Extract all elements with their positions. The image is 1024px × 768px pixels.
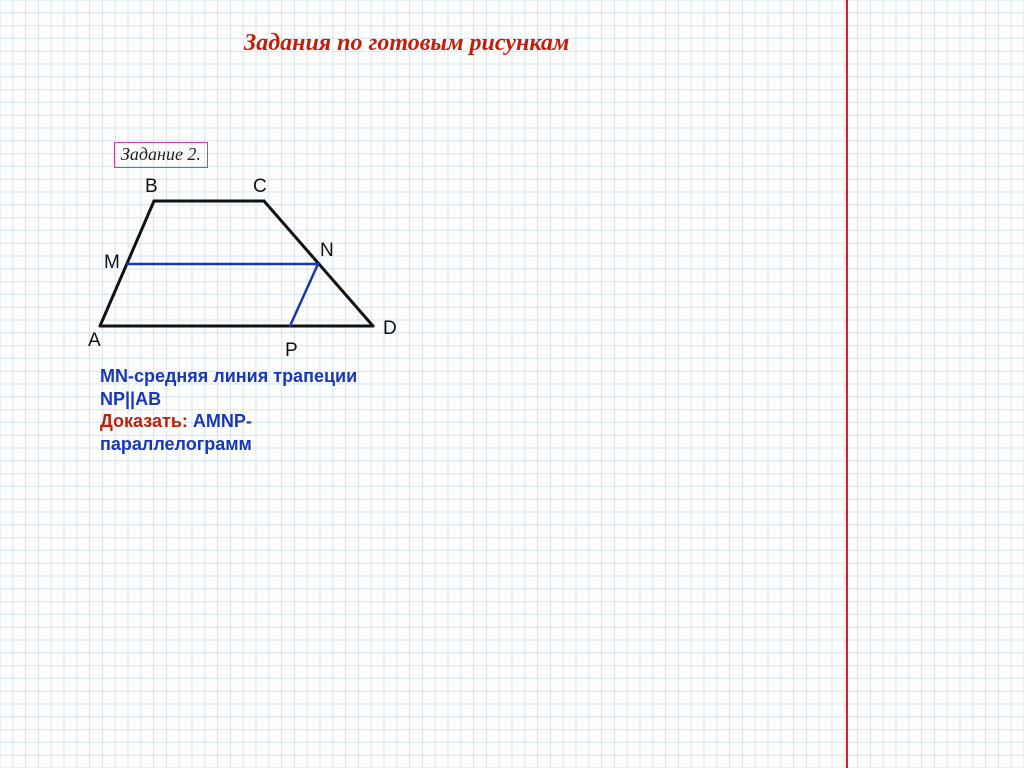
vertex-label-d: D bbox=[383, 318, 397, 340]
caption-line: NP||AB bbox=[100, 388, 357, 411]
vertex-label-m: M bbox=[104, 252, 120, 274]
caption-line: Доказать: AMNP- bbox=[100, 410, 357, 433]
vertex-label-p: P bbox=[285, 340, 298, 362]
vertex-label-c: C bbox=[253, 176, 267, 198]
problem-statement: MN-средняя линия трапецииNP||ABДоказать:… bbox=[100, 365, 357, 455]
caption-line: параллелограмм bbox=[100, 433, 357, 456]
page-root: Задания по готовым рисункам Задание 2. A… bbox=[0, 0, 1024, 768]
vertex-label-n: N bbox=[320, 240, 334, 262]
caption-line: MN-средняя линия трапеции bbox=[100, 365, 357, 388]
vertex-label-a: A bbox=[88, 330, 101, 352]
vertex-label-b: B bbox=[145, 176, 158, 198]
